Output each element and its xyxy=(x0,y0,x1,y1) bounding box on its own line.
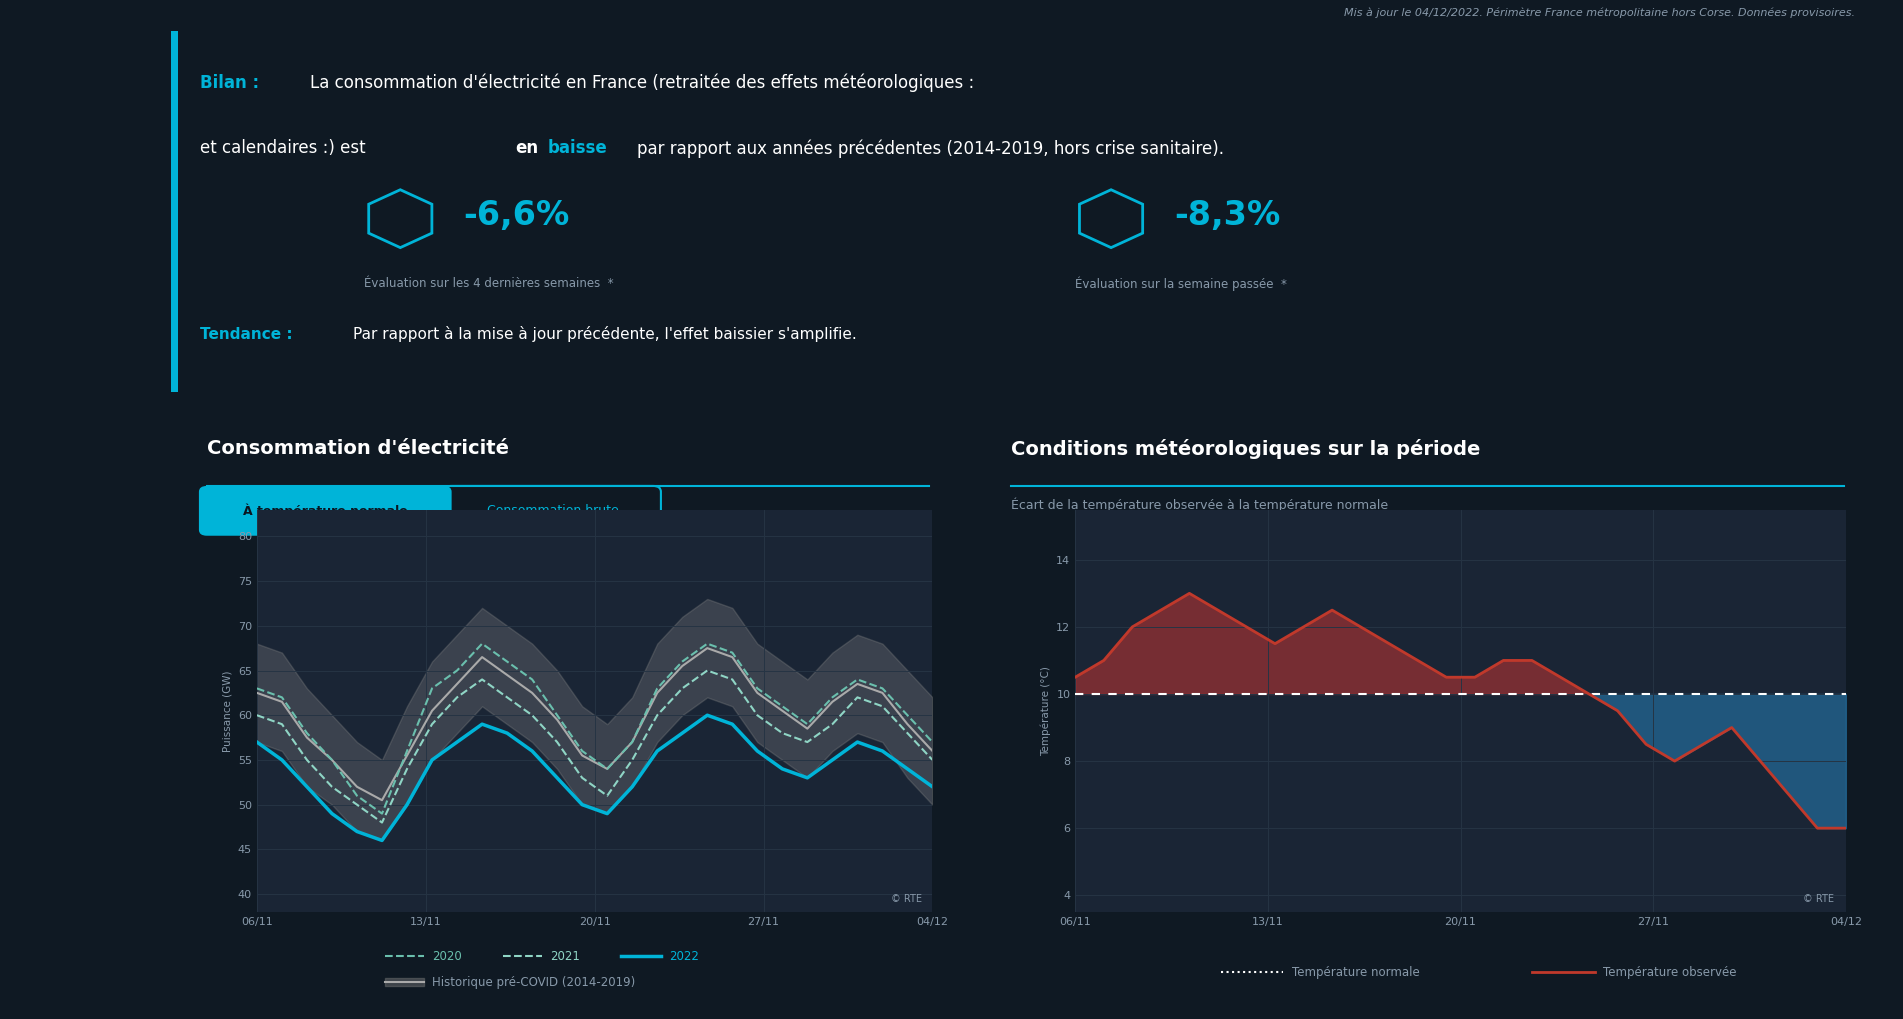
Text: en: en xyxy=(516,140,539,157)
Text: Température normale: Température normale xyxy=(1292,966,1420,979)
Text: baisse: baisse xyxy=(548,140,607,157)
Text: Conditions météorologiques sur la période: Conditions météorologiques sur la périod… xyxy=(1010,439,1481,460)
Text: Historique pré-COVID (2014-2019): Historique pré-COVID (2014-2019) xyxy=(432,976,636,988)
FancyBboxPatch shape xyxy=(171,31,177,392)
Text: Consommation d'électricité: Consommation d'électricité xyxy=(207,439,508,459)
Text: -6,6%: -6,6% xyxy=(464,199,569,231)
Text: Consommation brute: Consommation brute xyxy=(487,504,618,517)
Text: À température normale: À température normale xyxy=(244,503,407,518)
Text: © RTE: © RTE xyxy=(891,894,923,904)
Y-axis label: Température (°C): Température (°C) xyxy=(1041,665,1050,756)
Text: 2020: 2020 xyxy=(432,950,462,963)
Text: Écart de la température observée à la température normale: Écart de la température observée à la te… xyxy=(1010,497,1389,513)
Text: et calendaires :) est: et calendaires :) est xyxy=(200,140,365,157)
Text: Mis à jour le 04/12/2022. Périmètre France métropolitaine hors Corse. Données pr: Mis à jour le 04/12/2022. Périmètre Fran… xyxy=(1344,7,1855,17)
Text: Évaluation sur les 4 dernières semaines  *: Évaluation sur les 4 dernières semaines … xyxy=(363,276,613,289)
Y-axis label: Puissance (GW): Puissance (GW) xyxy=(223,671,232,751)
FancyBboxPatch shape xyxy=(200,486,451,536)
Text: Bilan :: Bilan : xyxy=(200,74,259,92)
Text: Par rapport à la mise à jour précédente, l'effet baissier s'amplifie.: Par rapport à la mise à jour précédente,… xyxy=(352,326,856,341)
Text: La consommation d'électricité en France (retraitée des effets météorologiques :: La consommation d'électricité en France … xyxy=(310,74,974,93)
Text: 2022: 2022 xyxy=(668,950,698,963)
Text: par rapport aux années précédentes (2014-2019, hors crise sanitaire).: par rapport aux années précédentes (2014… xyxy=(638,140,1224,158)
Text: 2021: 2021 xyxy=(550,950,580,963)
Text: -8,3%: -8,3% xyxy=(1174,199,1281,231)
Text: Température observée: Température observée xyxy=(1604,966,1737,979)
Text: Tendance :: Tendance : xyxy=(200,327,293,341)
Text: Évaluation sur la semaine passée  *: Évaluation sur la semaine passée * xyxy=(1075,276,1286,291)
Text: © RTE: © RTE xyxy=(1804,894,1834,904)
